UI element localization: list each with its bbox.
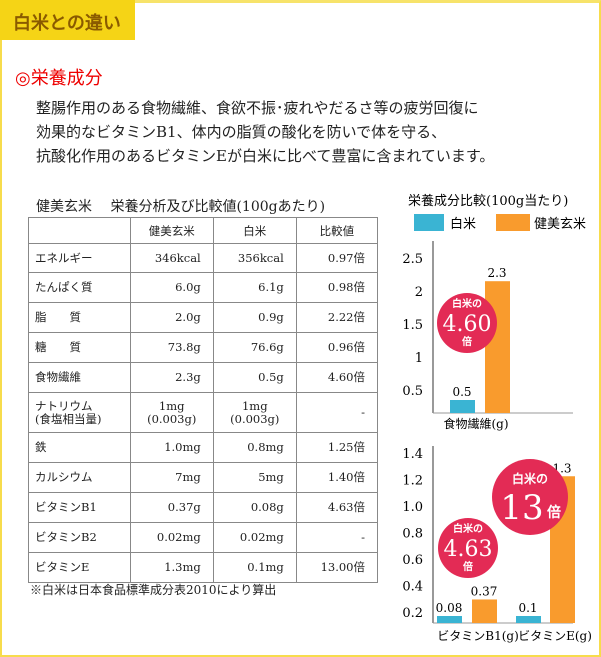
y-tick-label: 1	[415, 351, 423, 366]
table-cell: 2.22倍	[295, 302, 379, 333]
y-tick-label: 1.0	[402, 500, 423, 515]
table-row: たんぱく質 6.0g 6.1g 0.98倍	[28, 272, 379, 303]
table-cell: 6.0g	[129, 272, 214, 303]
x-category-label: ビタミンB1(g)	[437, 629, 519, 643]
chart-title: 栄養成分比較(100g当たり)	[408, 193, 568, 209]
column-header	[28, 217, 131, 244]
legend-label: 白米	[450, 216, 476, 232]
x-category-label: ビタミンE(g)	[518, 629, 592, 643]
badge-text: 白米の	[453, 522, 483, 535]
badge-text: 白米の	[512, 471, 548, 486]
table-cell: 346kcal	[129, 243, 214, 273]
legend-swatch-kenbi-genmai	[496, 214, 530, 231]
y-tick-label: 1.2	[402, 474, 423, 489]
badge-text: 倍	[463, 560, 473, 573]
y-tick-label: 0.4	[402, 580, 423, 595]
data-label: 2.3	[487, 266, 506, 280]
badge-value: 4.60	[443, 312, 492, 337]
intro-text: 整腸作用のある食物繊維、食欲不振･疲れやだるさ等の疲労回復に 効果的なビタミンB…	[36, 99, 495, 165]
nutrition-table: 健美玄米 白米 比較値 エネルギー 346kcal 356kcal 0.97倍 たんぱく質 6.…	[28, 217, 379, 583]
data-label: 0.1	[518, 601, 537, 615]
column-header: 健美玄米	[129, 217, 214, 244]
y-tick-label: 1.5	[402, 318, 423, 333]
y-tick-label: 0.8	[402, 527, 423, 542]
table-cell: 6.1g	[212, 272, 297, 303]
bar-kenbi-genmai	[485, 281, 510, 413]
table-cell: 0.37g	[129, 492, 214, 523]
table-cell: 1.25倍	[295, 432, 379, 463]
table-cell: 4.60倍	[295, 362, 379, 393]
bar-white-rice	[437, 616, 462, 623]
section-heading: ◎栄養成分	[15, 68, 103, 89]
data-label: 0.37	[471, 584, 498, 598]
table-cell: 0.08g	[212, 492, 297, 523]
table-cell: 13.00倍	[295, 552, 379, 583]
bar-kenbi-genmai	[472, 599, 497, 623]
table-row: 脂 質 2.0g 0.9g 2.22倍	[28, 302, 379, 333]
badge-text: 白米の	[452, 297, 482, 310]
ratio-badge	[437, 293, 497, 353]
badge-text: 倍	[462, 335, 472, 348]
table-cell: 脂 質	[28, 302, 131, 333]
table-cell: ナトリウム (食塩相当量)	[28, 392, 131, 433]
y-tick-label: 1.4	[402, 447, 423, 462]
y-tick-label: 2.5	[402, 252, 423, 267]
table-cell: 0.98倍	[295, 272, 379, 303]
table-row: カルシウム 7mg 5mg 1.40倍	[28, 462, 379, 493]
table-row: エネルギー 346kcal 356kcal 0.97倍	[28, 243, 379, 273]
table-cell: 1.40倍	[295, 462, 379, 493]
y-tick-label: 0.6	[402, 553, 423, 568]
bar-white-rice	[450, 400, 475, 413]
y-tick-label: 0.2	[402, 606, 423, 621]
table-cell: -	[295, 392, 379, 433]
ratio-badge	[438, 518, 498, 578]
table-cell: 0.02mg	[212, 522, 297, 553]
ratio-badge	[492, 459, 568, 535]
table-cell: 1.3mg	[129, 552, 214, 583]
table-cell: 0.96倍	[295, 332, 379, 363]
column-header: 白米	[212, 217, 297, 244]
table-cell: たんぱく質	[28, 272, 131, 303]
table-row: ビタミンE 1.3mg 0.1mg 13.00倍	[28, 552, 379, 583]
column-header: 比較値	[295, 217, 379, 244]
badge-value: 13	[500, 488, 543, 528]
table-cell: ビタミンB1	[28, 492, 131, 523]
badge-value: 4.63	[444, 537, 493, 562]
table-cell: 0.8mg	[212, 432, 297, 463]
x-category-label: 食物繊維(g)	[443, 416, 508, 431]
y-tick-label: 0.5	[402, 384, 423, 399]
y-tick-label: 2	[415, 285, 423, 300]
data-label: 0.5	[452, 385, 471, 399]
table-cell: ビタミンE	[28, 552, 131, 583]
data-label: 0.08	[436, 601, 463, 615]
table-cell: 0.97倍	[295, 243, 379, 273]
bar-white-rice	[516, 616, 541, 623]
table-cell: 0.1mg	[212, 552, 297, 583]
table-row: 鉄 1.0mg 0.8mg 1.25倍	[28, 432, 379, 463]
table-cell: 7mg	[129, 462, 214, 493]
table-cell: エネルギー	[28, 243, 131, 273]
legend-swatch-white-rice	[414, 214, 444, 231]
page-title: 白米との違い	[0, 0, 135, 40]
legend-label: 健美玄米	[534, 217, 586, 232]
table-cell: -	[295, 522, 379, 553]
table-cell: 2.3g	[129, 362, 214, 393]
badge-text: 倍	[547, 504, 561, 521]
table-caption: 健美玄米 栄養分析及び比較値(100gあたり)	[36, 199, 326, 215]
table-note: ※白米は日本食品標準成分表2010により算出	[30, 583, 277, 597]
